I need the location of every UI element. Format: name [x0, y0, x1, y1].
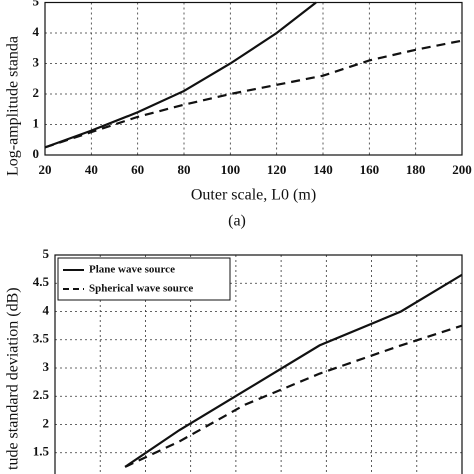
series-line — [124, 324, 462, 468]
legend-box — [57, 257, 231, 301]
y-tick-label: 4 — [43, 302, 50, 317]
y-tick-label: 2 — [43, 415, 50, 430]
plot-frame — [44, 1, 463, 156]
y-tick-label: 1 — [33, 115, 40, 130]
x-tick-label: 160 — [360, 162, 380, 177]
chart: 20 40 60 80 100 120 140 160 180 200 0 1 2 3 4 5 Log-ampl… — [5, 0, 472, 230]
y-tick-label: 0 — [33, 146, 40, 161]
y-tick-label: 4.5 — [33, 274, 50, 289]
x-tick-label: 60 — [131, 162, 144, 177]
y-tick-label: 3 — [43, 359, 50, 374]
y-tick-label: 3 — [33, 54, 40, 69]
caption: (a) — [228, 213, 246, 230]
series-line — [45, 1, 317, 149]
y-tick-label: 1.5 — [33, 444, 50, 459]
x-tick-label: 180 — [406, 162, 426, 177]
x-axis-label: Outer scale, L0 (m) — [191, 187, 316, 204]
y-tick-label: 5 — [43, 246, 50, 261]
x-tick-label: 20 — [39, 162, 52, 177]
series-line — [45, 39, 462, 149]
x-tick-label: 40 — [85, 162, 98, 177]
legend-label: Plane wave source — [89, 264, 175, 276]
y-tick-label: 5 — [33, 0, 40, 8]
x-tick-label: 120 — [267, 162, 287, 177]
series-line — [124, 273, 462, 468]
legend-label: Spherical wave source — [89, 283, 193, 295]
y-axis-label: Log-amplitude standa — [5, 36, 22, 176]
x-tick-label: 200 — [452, 162, 472, 177]
y-tick-label: 2 — [33, 85, 40, 100]
plot-frame — [54, 254, 463, 474]
y-tick-label: 3.5 — [33, 331, 50, 346]
x-tick-label: 80 — [178, 162, 191, 177]
y-axis-label: tude standard deviation (dB) — [5, 287, 22, 470]
x-tick-label: 100 — [221, 162, 241, 177]
chart: 1.5 2 2.5 3 3.5 4 4.5 5 tude standard deviation … — [5, 246, 463, 474]
y-tick-label: 2.5 — [33, 387, 50, 402]
y-tick-label: 4 — [33, 24, 40, 39]
x-tick-label: 140 — [313, 162, 333, 177]
